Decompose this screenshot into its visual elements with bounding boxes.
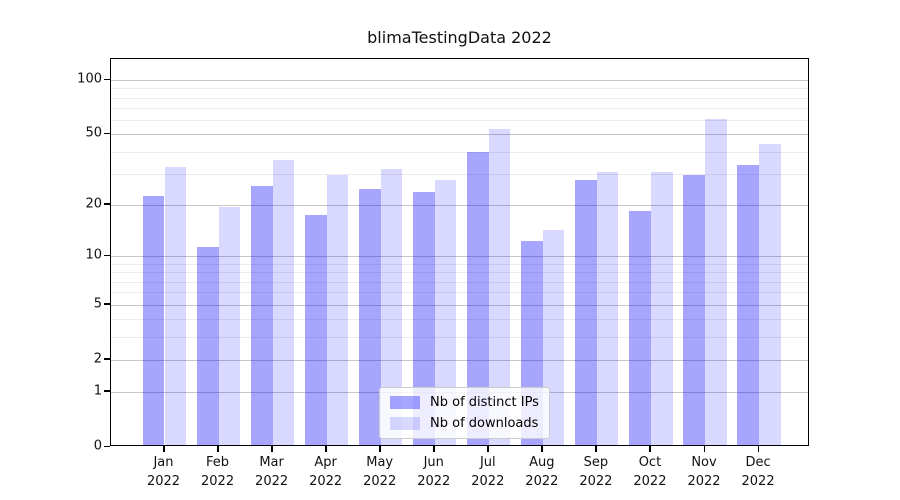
bar-dec-downloads [759, 144, 781, 445]
ytick-mark-20 [104, 203, 110, 205]
bar-jul-downloads [488, 129, 511, 445]
xtick-mark-sep [595, 446, 597, 452]
ytick-label-50: 50 [85, 125, 102, 141]
xtick-label-sep: Sep 2022 [579, 455, 613, 489]
ytick-label-1: 1 [93, 383, 102, 399]
ytick-mark-0 [104, 445, 110, 447]
bar-jan-distinct-ips [142, 195, 165, 445]
bar-mar-distinct-ips [251, 185, 273, 445]
xtick-mark-jan [163, 446, 165, 452]
xtick-mark-may [379, 446, 381, 452]
ytick-label-10: 10 [85, 247, 102, 263]
xtick-mark-dec [757, 446, 760, 452]
bar-feb-downloads [218, 206, 241, 445]
gridline-50 [111, 134, 808, 136]
chart-title: blimaTestingData 2022 [367, 28, 552, 47]
ytick-mark-1 [104, 390, 110, 392]
xtick-label-jan: Jan 2022 [146, 455, 181, 489]
xtick-mark-jun [433, 446, 435, 452]
bar-mar-downloads [272, 160, 295, 445]
bar-oct-distinct-ips [629, 210, 651, 445]
bar-may-downloads [380, 169, 403, 445]
gridline-5 [111, 304, 808, 306]
gridline-6 [111, 292, 808, 294]
xtick-mark-oct [649, 446, 651, 452]
legend-swatch-downloads [390, 417, 420, 430]
ytick-mark-10 [104, 254, 110, 257]
gridline-40 [111, 151, 808, 153]
xtick-mark-nov [703, 446, 705, 452]
legend-label-downloads: Nb of downloads [430, 416, 539, 431]
gridline-3 [111, 336, 808, 338]
bar-jun-downloads [434, 180, 457, 445]
bar-apr-downloads [326, 174, 349, 445]
ytick-mark-2 [104, 358, 110, 360]
legend-swatch-distinct-ips [390, 396, 420, 409]
gridline-4 [111, 319, 808, 321]
legend-entry-downloads: Nb of downloads [390, 416, 539, 431]
ytick-label-0: 0 [93, 438, 102, 454]
bar-feb-distinct-ips [196, 247, 219, 445]
gridline-30 [111, 173, 808, 175]
xtick-label-jul: Jul 2022 [471, 455, 505, 489]
gridline-10 [111, 256, 808, 258]
xtick-label-jun: Jun 2022 [417, 455, 451, 489]
ytick-mark-100 [104, 78, 110, 80]
gridline-70 [111, 108, 808, 110]
ytick-label-100: 100 [77, 71, 102, 87]
gridline-90 [111, 88, 808, 90]
xtick-label-aug: Aug 2022 [525, 455, 559, 489]
legend-label-distinct-ips: Nb of distinct IPs [430, 395, 539, 410]
xtick-label-oct: Oct 2022 [633, 455, 667, 489]
xtick-label-apr: Apr 2022 [309, 455, 343, 489]
ytick-mark-50 [104, 132, 110, 135]
bar-nov-downloads [705, 119, 727, 445]
bar-may-distinct-ips [359, 189, 381, 445]
gridline-80 [111, 97, 808, 99]
ytick-label-20: 20 [85, 196, 102, 212]
bar-jul-distinct-ips [467, 151, 489, 445]
legend-entry-distinct-ips: Nb of distinct IPs [390, 395, 539, 410]
legend: Nb of distinct IPs Nb of downloads [379, 387, 550, 439]
gridline-20 [111, 204, 808, 206]
xtick-label-mar: Mar 2022 [255, 455, 289, 489]
bar-apr-distinct-ips [305, 215, 327, 445]
xtick-mark-feb [217, 446, 219, 452]
gridline-2 [111, 359, 808, 361]
gridline-60 [111, 120, 808, 122]
gridline-8 [111, 272, 808, 274]
ytick-mark-5 [104, 303, 110, 305]
xtick-label-may: May 2022 [363, 455, 397, 489]
gridline-100 [111, 80, 808, 81]
bar-oct-downloads [650, 171, 673, 445]
xtick-mark-aug [541, 446, 543, 452]
xtick-label-nov: Nov 2022 [687, 455, 721, 489]
plot-area: Nb of distinct IPs Nb of downloads [110, 58, 809, 446]
xtick-mark-mar [271, 446, 273, 452]
xtick-label-dec: Dec 2022 [741, 455, 775, 489]
gridline-7 [111, 281, 808, 283]
ytick-label-2: 2 [93, 351, 102, 367]
bar-jan-downloads [164, 166, 187, 445]
xtick-label-feb: Feb 2022 [201, 455, 235, 489]
bar-jun-distinct-ips [413, 192, 435, 445]
bar-sep-distinct-ips [575, 180, 597, 445]
gridline-9 [111, 263, 808, 265]
bar-sep-downloads [596, 171, 619, 445]
bar-nov-distinct-ips [683, 174, 705, 445]
ytick-label-5: 5 [93, 296, 102, 312]
xtick-mark-jul [487, 446, 489, 452]
bar-dec-distinct-ips [737, 164, 760, 445]
xtick-mark-apr [325, 446, 327, 452]
